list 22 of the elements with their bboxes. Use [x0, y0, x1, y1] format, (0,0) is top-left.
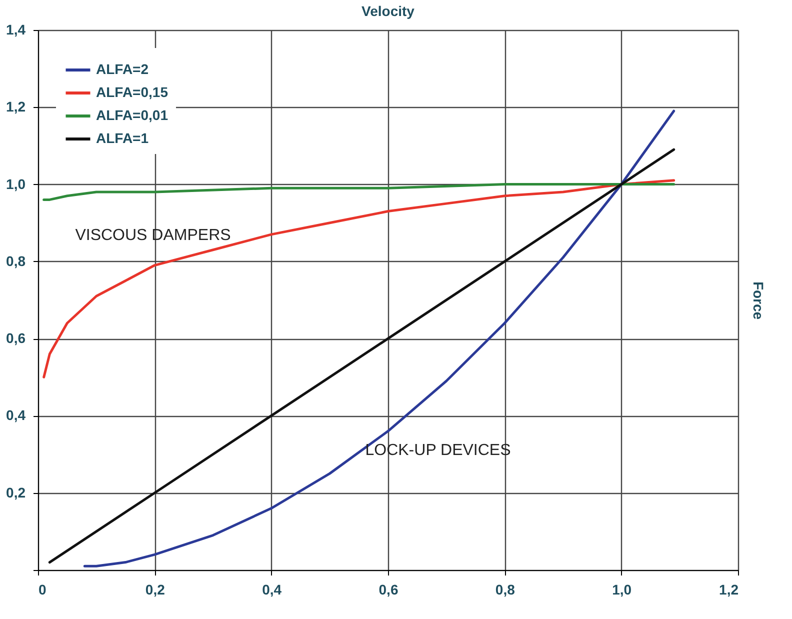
x-tick-label: 0 [38, 582, 46, 598]
x-tick-label: 1,2 [719, 582, 739, 598]
legend-label: ALFA=0,01 [96, 107, 168, 123]
legend-label: ALFA=0,15 [96, 84, 168, 100]
y-tick-label: 0,8 [6, 252, 26, 269]
legend-label: ALFA=1 [96, 130, 149, 146]
x-tick-label: 0,2 [145, 582, 166, 598]
line-series [42, 179, 676, 378]
legend-label: ALFA=2 [96, 61, 149, 77]
y-tick-label: 0,4 [6, 407, 26, 424]
line-series [42, 183, 676, 201]
y-tick-label: 0,2 [6, 484, 26, 500]
y-tick-label: 1,2 [6, 98, 26, 115]
x-axis-title: Velocity [362, 3, 415, 19]
x-tick-label: 0,4 [262, 582, 282, 598]
x-tick-label: 1,0 [612, 582, 632, 598]
y-tick-label: 0,6 [6, 330, 26, 346]
y-tick-label: 1,4 [6, 22, 26, 38]
y-tick-label: 1,0 [6, 176, 26, 192]
x-tick-label: 0,8 [495, 582, 516, 598]
x-tick-label: 0,6 [378, 582, 398, 598]
y-axis-title: Force [750, 281, 766, 320]
